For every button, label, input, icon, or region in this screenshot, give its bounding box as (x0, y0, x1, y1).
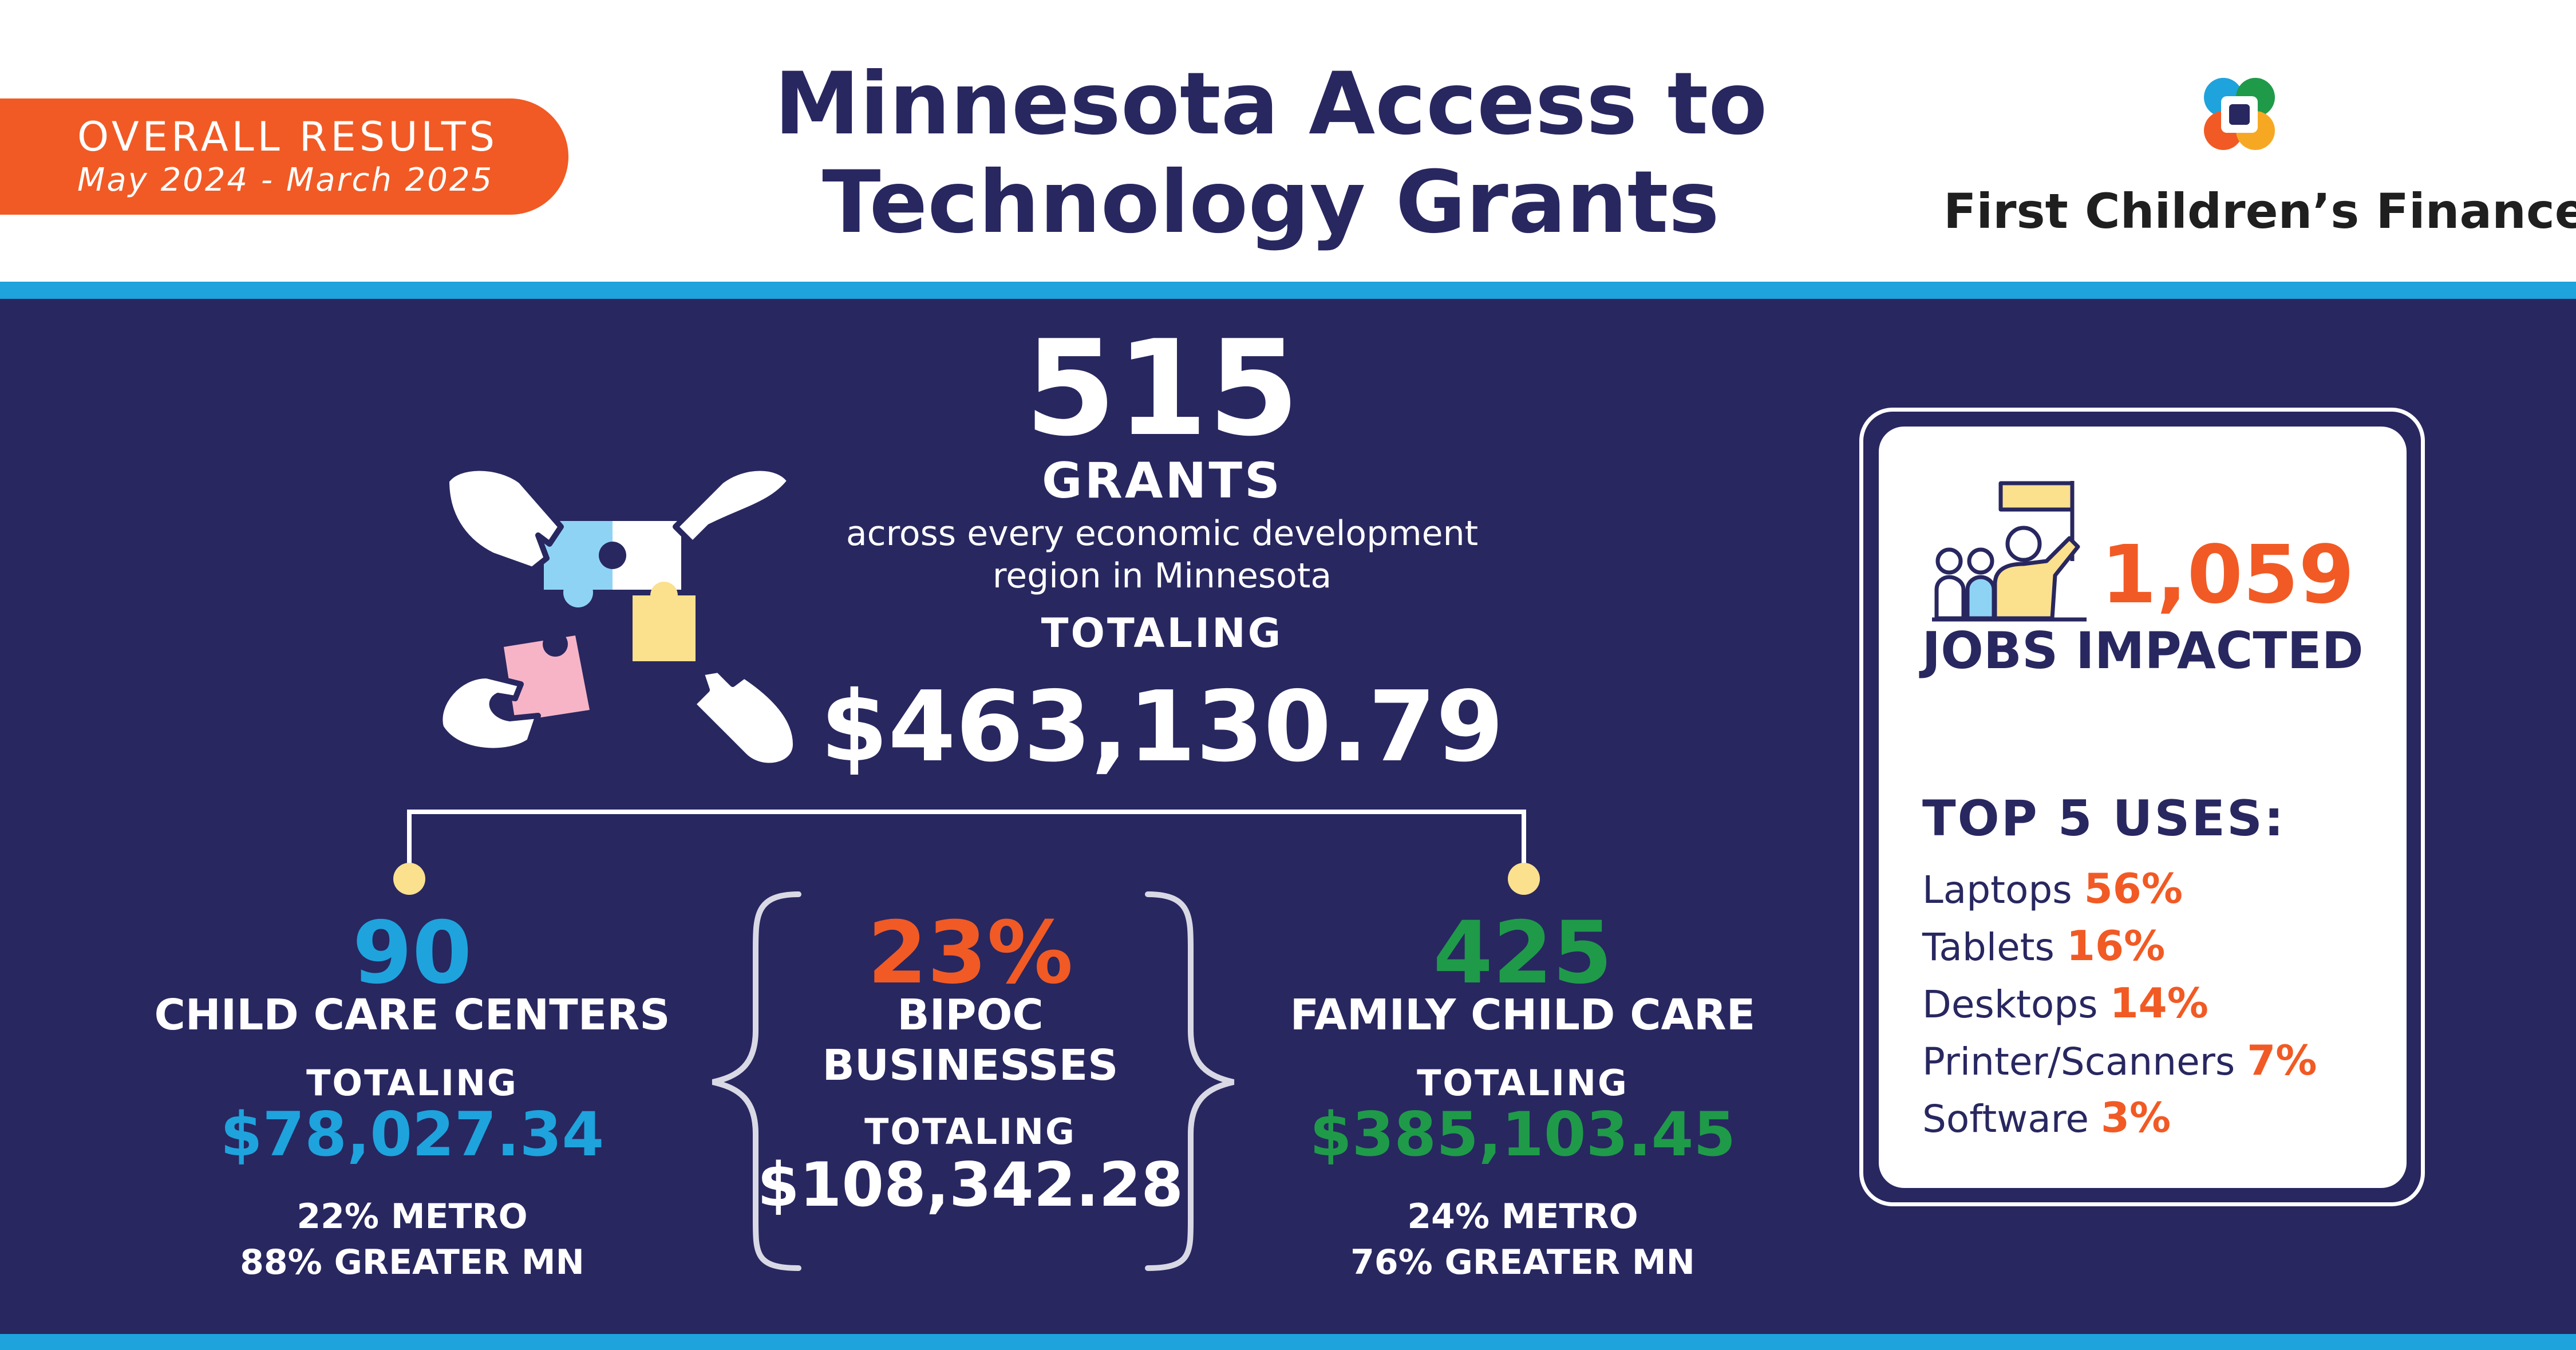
use-name: Tablets (1922, 925, 2055, 969)
grants-description-line-2: region in Minnesota (992, 556, 1332, 596)
family-child-care-count: 425 (1433, 903, 1613, 1003)
family-child-care-amount: $385,103.45 (1309, 1099, 1736, 1170)
use-name: Printer/Scanners (1922, 1040, 2235, 1084)
stats-card-frame (1859, 408, 2425, 1206)
divider-bottom (0, 1334, 2576, 1350)
child-care-centers-label: CHILD CARE CENTERS (154, 990, 670, 1040)
use-row: Desktops 14% (1922, 979, 2208, 1027)
family-child-care-totaling: TOTALING (1417, 1062, 1629, 1104)
family-child-care-label: FAMILY CHILD CARE (1290, 990, 1756, 1040)
brand-logo-icon (2204, 78, 2275, 150)
brand-name: First Children’s Finance (1943, 183, 2576, 239)
use-percent: 14% (2109, 979, 2208, 1027)
title-line-1: Minnesota Access to (774, 54, 1768, 154)
total-amount: $463,130.79 (820, 670, 1504, 784)
use-row: Software 3% (1922, 1094, 2171, 1142)
grants-description-line-1: across every economic development (846, 514, 1479, 554)
family-child-care-greater-mn: 76% GREATER MN (1350, 1242, 1695, 1282)
use-percent: 56% (2084, 865, 2183, 913)
bipoc-amount: $108,342.28 (757, 1150, 1184, 1220)
bipoc-totaling: TOTALING (864, 1111, 1076, 1152)
use-percent: 16% (2066, 922, 2166, 970)
use-row: Laptops 56% (1922, 865, 2183, 913)
family-child-care-metro: 24% METRO (1407, 1197, 1638, 1237)
child-care-centers-amount: $78,027.34 (220, 1099, 605, 1170)
jobs-label: JOBS IMPACTED (1922, 621, 2364, 680)
child-care-centers-totaling: TOTALING (306, 1062, 518, 1104)
title-line-2: Technology Grants (822, 153, 1720, 252)
bipoc-label-line-2: BUSINESSES (822, 1041, 1119, 1090)
stats-card (1879, 427, 2407, 1188)
page-title: Minnesota Access to Technology Grants (698, 55, 1843, 252)
hands-puzzle-icon (437, 465, 799, 769)
use-name: Software (1922, 1097, 2089, 1141)
badge-dates: May 2024 - March 2025 (77, 161, 494, 199)
jobs-count: 1,059 (2101, 528, 2354, 622)
divider-top (0, 282, 2576, 299)
people-flag-icon (1932, 481, 2087, 622)
connector-dot-left (393, 863, 425, 895)
total-label: TOTALING (1041, 610, 1283, 657)
connector-dot-right (1508, 863, 1540, 895)
use-name: Laptops (1922, 868, 2072, 912)
child-care-centers-metro: 22% METRO (297, 1197, 528, 1237)
bipoc-label-line-1: BIPOC (897, 990, 1044, 1040)
use-percent: 7% (2247, 1036, 2317, 1084)
top-uses-title: TOP 5 USES: (1922, 790, 2286, 847)
child-care-centers-count: 90 (352, 903, 472, 1003)
use-name: Desktops (1922, 982, 2098, 1027)
use-row: Tablets 16% (1922, 922, 2165, 970)
results-badge (0, 98, 568, 215)
grants-description: across every economic development region… (790, 512, 1534, 597)
child-care-centers-greater-mn: 88% GREATER MN (240, 1242, 584, 1282)
grants-count: 515 (1024, 313, 1300, 465)
use-row: Printer/Scanners 7% (1922, 1036, 2317, 1084)
grants-label: GRANTS (1042, 452, 1282, 510)
use-percent: 3% (2100, 1094, 2171, 1142)
badge-title: OVERALL RESULTS (77, 113, 499, 160)
bipoc-percent: 23% (867, 903, 1073, 1003)
